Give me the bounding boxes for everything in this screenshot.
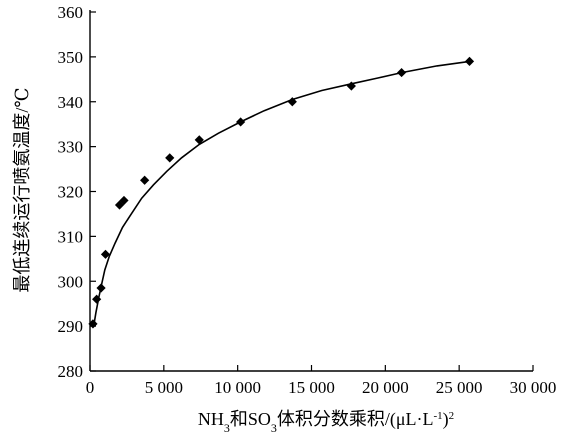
x-title-sub1: 3 (224, 421, 230, 435)
x-tick-label: 15 000 (288, 378, 335, 397)
data-point (464, 56, 475, 66)
x-axis-title: NH3和SO3体积分数乘积/(μL·L-1)2 (198, 409, 454, 435)
x-title-sup1: -1 (433, 410, 442, 422)
x-title-sub2: 3 (271, 421, 277, 435)
plot-area: 280 290 300 310 320 330 340 350 360 0 5 000 10 000… (58, 3, 557, 397)
data-point (287, 97, 297, 107)
data-point (88, 319, 98, 329)
data-point (140, 175, 150, 185)
y-tick-label: 310 (58, 227, 84, 246)
y-tick-label: 350 (58, 48, 84, 67)
y-tick-label: 330 (58, 138, 84, 157)
x-title-prefix: NH (198, 409, 224, 429)
x-title-mid: 和SO (230, 409, 271, 429)
data-point (100, 249, 111, 259)
data-point (119, 195, 129, 206)
data-point (194, 135, 204, 145)
x-tick-label: 20 000 (362, 378, 409, 397)
data-point (96, 283, 106, 293)
x-title-sup2: 2 (449, 410, 455, 422)
x-tick-label: 5 000 (145, 378, 183, 397)
y-tick-label: 340 (58, 93, 84, 112)
y-tick-label: 280 (58, 362, 84, 381)
x-tick-label: 10 000 (214, 378, 261, 397)
x-title-close: ) (443, 409, 449, 430)
y-tick-label: 300 (58, 272, 84, 291)
data-point (396, 67, 407, 78)
data-markers (88, 56, 475, 329)
x-tick-label: 30 000 (510, 378, 557, 397)
fit-curve (92, 60, 470, 327)
x-ticks: 0 5 000 10 000 15 000 20 000 25 000 30 000 (86, 365, 557, 397)
data-point (165, 153, 175, 163)
y-ticks: 280 290 300 310 320 330 340 350 360 (58, 3, 96, 381)
y-axis-title: 最低连续运行喷氨温度/℃ (12, 87, 32, 292)
x-tick-label: 25 000 (436, 378, 483, 397)
x-tick-label: 0 (86, 378, 95, 397)
data-point (236, 117, 246, 127)
data-point (92, 294, 102, 304)
y-tick-label: 290 (58, 317, 84, 336)
x-title-rest: 体积分数乘积/(μL·L (277, 409, 434, 430)
y-tick-label: 320 (58, 183, 84, 202)
y-tick-label: 360 (58, 3, 84, 22)
data-point (346, 81, 356, 91)
